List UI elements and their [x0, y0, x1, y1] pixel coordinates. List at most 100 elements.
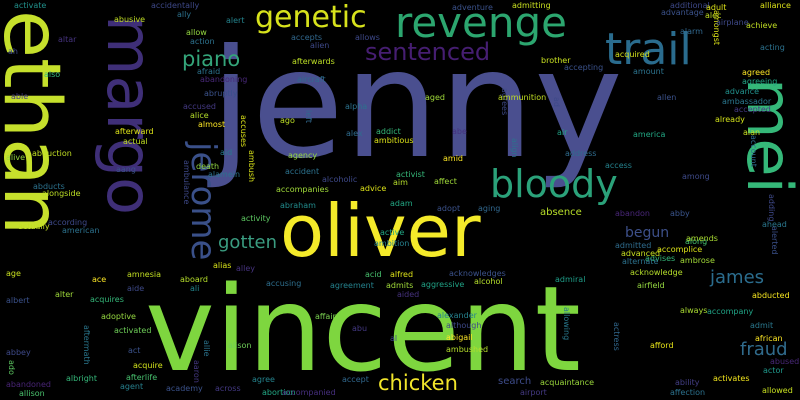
word-acknowledge: acknowledge — [630, 268, 683, 277]
word-abu: abu — [352, 324, 368, 333]
word-allow: allow — [186, 28, 207, 37]
word-aggressive: aggressive — [421, 280, 465, 289]
word-address: address — [565, 149, 597, 158]
word-genetic: genetic — [255, 0, 367, 35]
word-alive: alive — [6, 153, 26, 162]
word-abortion: abortion — [262, 388, 296, 397]
word-alice: alice — [190, 111, 209, 120]
word-afraid: afraid — [197, 67, 221, 76]
word-alliance: alliance — [760, 1, 791, 10]
word-adult: adult — [706, 3, 727, 12]
word-admit: admit — [750, 321, 774, 330]
word-ally: ally — [177, 10, 192, 19]
word-admitting: admitting — [512, 1, 551, 10]
word-jenny: jenny — [210, 18, 623, 192]
word-actress: actress — [612, 322, 621, 351]
word-left: left — [304, 110, 313, 123]
word-amends: amends — [686, 234, 718, 243]
word-al: al — [390, 334, 398, 343]
word-alan: alan — [743, 128, 761, 137]
word-action: action — [190, 37, 215, 46]
word-ah: ah — [8, 47, 18, 56]
word-afford: afford — [650, 341, 674, 350]
word-along: along — [685, 237, 708, 246]
word-actually: actually — [18, 222, 50, 231]
word-amnesia: amnesia — [127, 270, 161, 279]
word-bloody: bloody — [490, 162, 618, 206]
word-agent: agent — [120, 382, 144, 391]
word-ambulance: ambulance — [182, 160, 191, 205]
word-aftermath: aftermath — [82, 325, 91, 365]
word-alec: alec — [705, 11, 722, 20]
word-abusive: abusive — [114, 15, 146, 24]
word-adopt: adopt — [437, 204, 461, 213]
word-ambassador: ambassador — [722, 97, 772, 106]
word-agreeing: agreeing — [742, 77, 778, 86]
word-age: age — [6, 269, 21, 278]
word-acquired: acquired — [615, 50, 650, 59]
word-ability: ability — [675, 378, 700, 387]
word-act: act — [128, 346, 141, 355]
word-agreement: agreement — [330, 281, 374, 290]
word-advanced: advanced — [621, 249, 661, 258]
word-piano: piano — [182, 47, 241, 71]
word-death: death — [196, 162, 220, 171]
word-aircraft: aircraft — [297, 75, 326, 84]
word-abandoning: abandoning — [200, 75, 248, 84]
word-agency: agency — [288, 151, 318, 160]
word-accidentally: accidentally — [151, 1, 200, 10]
word-although: although — [446, 321, 482, 330]
word-advance: advance — [725, 87, 760, 96]
word-aide: aide — [127, 284, 145, 293]
word-accused: accused — [183, 102, 216, 111]
word-ambrose: ambrose — [680, 256, 715, 265]
word-advises: advises — [645, 254, 676, 263]
word-alerted: alerted — [770, 226, 779, 255]
word-ammunition: ammunition — [498, 93, 547, 102]
word-aging: aging — [478, 204, 501, 213]
word-vincent: vincent — [145, 260, 581, 398]
word-activist: activist — [396, 170, 425, 179]
word-begun: begun — [625, 225, 670, 241]
word-ambushed: ambushed — [446, 345, 489, 354]
word-accident: accident — [285, 167, 320, 176]
word-gotten: gotten — [218, 232, 278, 253]
word-aboard: aboard — [180, 275, 209, 284]
word-ad: ad — [552, 97, 561, 107]
word-aged: aged — [425, 93, 445, 102]
word-america: america — [633, 130, 666, 139]
word-airfield: airfield — [637, 281, 665, 290]
word-aim: aim — [393, 178, 408, 187]
word-affect: affect — [434, 177, 457, 186]
word-trail: trail — [605, 24, 692, 75]
word-ado: ado — [7, 360, 16, 375]
word-allie: allie — [202, 340, 211, 357]
word-ago: ago — [280, 116, 295, 125]
word-actor: actor — [763, 366, 784, 375]
word-abandoned: abandoned — [6, 380, 51, 389]
word-altar: altar — [58, 35, 77, 44]
word-already: already — [715, 115, 745, 124]
word-american: american — [62, 226, 100, 235]
word-alcoholic: alcoholic — [322, 175, 358, 184]
word-ace: ace — [92, 275, 107, 284]
word-jerome: jerome — [183, 142, 223, 261]
word-acquire: acquire — [133, 361, 163, 370]
word-addict: addict — [376, 127, 401, 136]
word-ali: ali — [190, 284, 200, 293]
word-almost: almost — [198, 120, 226, 129]
word-activate: activate — [14, 1, 47, 10]
word-affection: affection — [670, 388, 706, 397]
word-align: align — [510, 138, 519, 158]
word-allison: allison — [19, 389, 45, 398]
word-margo: margo — [93, 15, 166, 216]
word-search: search — [498, 376, 532, 387]
word-alarm: alarm — [680, 27, 703, 36]
word-academy: academy — [166, 384, 203, 393]
word-alexander: alexander — [437, 311, 477, 320]
word-alex: alex — [346, 129, 363, 138]
word-alias: alias — [213, 261, 232, 270]
word-affair: affair — [315, 312, 336, 321]
word-actual: actual — [123, 137, 148, 146]
word-absence: absence — [540, 207, 582, 218]
